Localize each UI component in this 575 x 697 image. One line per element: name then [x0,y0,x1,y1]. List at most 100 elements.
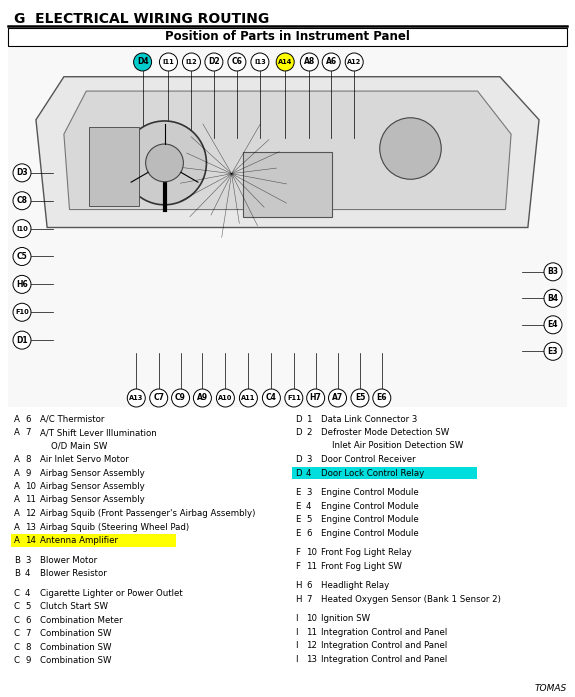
Text: C: C [14,602,20,611]
Text: Door Control Receiver: Door Control Receiver [321,455,416,464]
Text: G  ELECTRICAL WIRING ROUTING: G ELECTRICAL WIRING ROUTING [14,12,269,26]
Text: A9: A9 [197,394,208,402]
Text: Front Fog Light Relay: Front Fog Light Relay [321,548,412,557]
Text: 4: 4 [25,569,30,578]
Text: I: I [295,614,297,623]
Text: H6: H6 [16,280,28,289]
Text: E4: E4 [548,321,558,329]
Text: Integration Control and Panel: Integration Control and Panel [321,628,447,637]
Text: D4: D4 [137,57,148,66]
Text: E: E [295,488,301,497]
Text: C9: C9 [175,394,186,402]
Text: 5: 5 [306,515,312,524]
Text: A: A [14,455,20,464]
Text: Integration Control and Panel: Integration Control and Panel [321,654,447,664]
Circle shape [380,118,441,179]
Bar [8,28,567,46]
Text: D: D [295,415,302,424]
Bar [292,466,477,480]
Text: Combination SW: Combination SW [40,629,112,638]
Circle shape [205,53,223,71]
Text: C: C [14,656,20,665]
Text: Door Lock Control Relay: Door Lock Control Relay [321,468,424,477]
Text: Integration Control and Panel: Integration Control and Panel [321,641,447,650]
Text: I: I [295,628,297,637]
Text: Clutch Start SW: Clutch Start SW [40,602,108,611]
Circle shape [544,316,562,334]
Text: 2: 2 [306,428,312,437]
Text: Airbag Sensor Assembly: Airbag Sensor Assembly [40,482,145,491]
Text: I10: I10 [16,226,28,231]
Text: Air Inlet Servo Motor: Air Inlet Servo Motor [40,455,129,464]
Text: Defroster Mode Detection SW: Defroster Mode Detection SW [321,428,449,437]
Text: Combination SW: Combination SW [40,643,112,652]
Text: D1: D1 [16,336,28,344]
Circle shape [13,220,31,238]
Text: C: C [14,589,20,597]
Text: A6: A6 [325,57,337,66]
Text: F: F [295,548,300,557]
Text: C8: C8 [17,197,28,205]
Text: 1: 1 [306,415,312,424]
Circle shape [251,53,269,71]
Circle shape [544,263,562,281]
Bar [8,48,567,407]
Text: I: I [295,641,297,650]
Text: D: D [295,455,302,464]
Text: Antenna Amplifier: Antenna Amplifier [40,536,118,545]
Text: H: H [295,581,301,590]
Bar [89,127,139,206]
Text: Position of Parts in Instrument Panel: Position of Parts in Instrument Panel [165,31,410,43]
Text: C5: C5 [17,252,28,261]
Text: E: E [295,502,301,511]
Circle shape [13,164,31,182]
Text: 4: 4 [306,468,312,477]
Text: D2: D2 [208,57,220,66]
Text: E: E [295,515,301,524]
Text: 3: 3 [25,556,30,565]
Text: 10: 10 [25,482,36,491]
Text: D3: D3 [16,169,28,177]
Circle shape [544,289,562,307]
Text: A/T Shift Lever Illumination: A/T Shift Lever Illumination [40,428,157,437]
Text: 4: 4 [306,502,312,511]
Text: A: A [14,415,20,424]
Circle shape [13,275,31,293]
Text: A: A [14,509,20,518]
Text: C: C [14,615,20,625]
Text: 8: 8 [25,643,30,652]
Text: D: D [295,468,302,477]
Text: A: A [14,496,20,505]
Text: E: E [295,528,301,537]
Text: B3: B3 [547,268,558,276]
Text: 5: 5 [25,602,30,611]
Text: Combination Meter: Combination Meter [40,615,122,625]
Text: A13: A13 [129,395,144,401]
Text: E6: E6 [377,394,387,402]
Circle shape [300,53,319,71]
Text: A8: A8 [304,57,315,66]
Text: 3: 3 [306,488,312,497]
Text: 12: 12 [306,641,317,650]
Text: F: F [295,562,300,571]
Text: D: D [295,428,302,437]
Circle shape [306,389,325,407]
Text: Engine Control Module: Engine Control Module [321,515,419,524]
Circle shape [13,303,31,321]
Text: 10: 10 [306,614,317,623]
Text: Combination SW: Combination SW [40,656,112,665]
Text: A: A [14,482,20,491]
Text: F11: F11 [287,395,301,401]
Text: E3: E3 [548,347,558,355]
Text: C6: C6 [232,57,242,66]
Text: A10: A10 [218,395,232,401]
Circle shape [150,389,168,407]
Circle shape [328,389,347,407]
Text: 11: 11 [25,496,36,505]
Text: B: B [14,569,20,578]
Text: 7: 7 [306,595,312,604]
Text: Inlet Air Position Detection SW: Inlet Air Position Detection SW [321,441,463,450]
Text: O/D Main SW: O/D Main SW [40,441,108,450]
Text: E5: E5 [355,394,365,402]
Text: Engine Control Module: Engine Control Module [321,528,419,537]
